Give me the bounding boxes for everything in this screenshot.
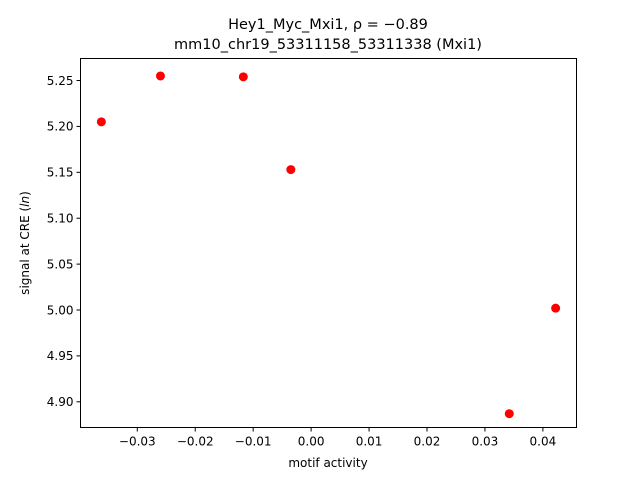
data-point <box>551 303 561 313</box>
chart-title-line2: mm10_chr19_53311158_53311338 (Mxi1) <box>174 37 482 53</box>
data-point <box>155 71 165 81</box>
data-point <box>286 165 296 175</box>
y-tick-label: 5.25 <box>47 74 74 88</box>
x-tick-label: −0.02 <box>177 435 214 449</box>
y-tick-label: 4.95 <box>47 349 74 363</box>
data-points <box>96 71 561 419</box>
y-tick-label: 5.05 <box>47 257 74 271</box>
y-tick-label: 4.90 <box>47 395 74 409</box>
chart-title-line1: Hey1_Myc_Mxi1, ρ = −0.89 <box>228 17 428 33</box>
data-point <box>96 117 106 127</box>
x-tick-label: −0.03 <box>119 435 156 449</box>
x-tick-label: 0.04 <box>530 435 557 449</box>
data-point <box>238 72 248 82</box>
plot-frame <box>80 58 577 428</box>
y-tick-label: 5.10 <box>47 212 74 226</box>
y-tick-label: 5.15 <box>47 166 74 180</box>
y-axis-ticks: 4.90 4.95 5.00 5.05 5.10 5.15 5.20 5.25 <box>47 74 81 409</box>
x-tick-label: −0.01 <box>235 435 272 449</box>
data-point <box>504 409 514 419</box>
x-axis-ticks: −0.03 −0.02 −0.01 0.00 0.01 0.02 0.03 0.04 <box>119 427 557 449</box>
x-tick-label: 0.00 <box>298 435 325 449</box>
y-tick-label: 5.20 <box>47 120 74 134</box>
x-tick-label: 0.03 <box>472 435 499 449</box>
x-tick-label: 0.01 <box>356 435 383 449</box>
y-axis-label: signal at CRE (ln) <box>18 191 32 295</box>
x-axis-label: motif activity <box>288 456 367 470</box>
x-tick-label: 0.02 <box>414 435 441 449</box>
y-tick-label: 5.00 <box>47 303 74 317</box>
